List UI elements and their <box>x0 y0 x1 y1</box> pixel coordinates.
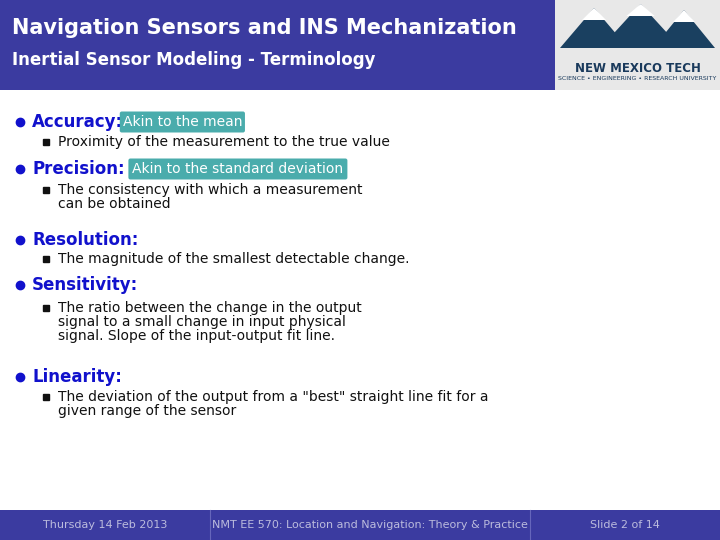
Text: Linearity:: Linearity: <box>32 368 122 386</box>
Text: The magnitude of the smallest detectable change.: The magnitude of the smallest detectable… <box>58 252 410 266</box>
Polygon shape <box>653 10 715 48</box>
Bar <box>0 510 720 540</box>
Text: SCIENCE • ENGINEERING • RESEARCH UNIVERSITY: SCIENCE • ENGINEERING • RESEARCH UNIVERS… <box>558 77 716 82</box>
FancyBboxPatch shape <box>128 159 347 179</box>
Polygon shape <box>626 4 654 16</box>
Text: Akin to the standard deviation: Akin to the standard deviation <box>132 162 343 176</box>
Text: Akin to the mean: Akin to the mean <box>122 115 242 129</box>
Text: Accuracy:: Accuracy: <box>32 113 123 131</box>
Text: NMT EE 570: Location and Navigation: Theory & Practice: NMT EE 570: Location and Navigation: The… <box>212 520 528 530</box>
Text: Precision:: Precision: <box>32 160 125 178</box>
Polygon shape <box>582 8 606 20</box>
Text: The ratio between the change in the output: The ratio between the change in the outp… <box>58 301 361 315</box>
Text: NEW MEXICO TECH: NEW MEXICO TECH <box>575 62 701 75</box>
Text: Resolution:: Resolution: <box>32 231 138 249</box>
Text: signal. Slope of the input-output fit line.: signal. Slope of the input-output fit li… <box>58 329 335 343</box>
Text: signal to a small change in input physical: signal to a small change in input physic… <box>58 315 346 329</box>
Text: Slide 2 of 14: Slide 2 of 14 <box>590 520 660 530</box>
Text: can be obtained: can be obtained <box>58 197 171 211</box>
Bar <box>0 0 720 90</box>
Polygon shape <box>673 10 695 22</box>
Text: Proximity of the measurement to the true value: Proximity of the measurement to the true… <box>58 135 390 149</box>
Text: given range of the sensor: given range of the sensor <box>58 404 236 418</box>
Polygon shape <box>600 4 681 48</box>
Text: Inertial Sensor Modeling - Terminology: Inertial Sensor Modeling - Terminology <box>12 51 376 69</box>
Text: The deviation of the output from a "best" straight line fit for a: The deviation of the output from a "best… <box>58 390 488 404</box>
FancyBboxPatch shape <box>120 111 245 132</box>
Bar <box>555 0 720 90</box>
Polygon shape <box>560 8 628 48</box>
Text: The consistency with which a measurement: The consistency with which a measurement <box>58 183 362 197</box>
Text: Navigation Sensors and INS Mechanization: Navigation Sensors and INS Mechanization <box>12 18 517 38</box>
Text: Thursday 14 Feb 2013: Thursday 14 Feb 2013 <box>42 520 167 530</box>
Text: Sensitivity:: Sensitivity: <box>32 276 138 294</box>
